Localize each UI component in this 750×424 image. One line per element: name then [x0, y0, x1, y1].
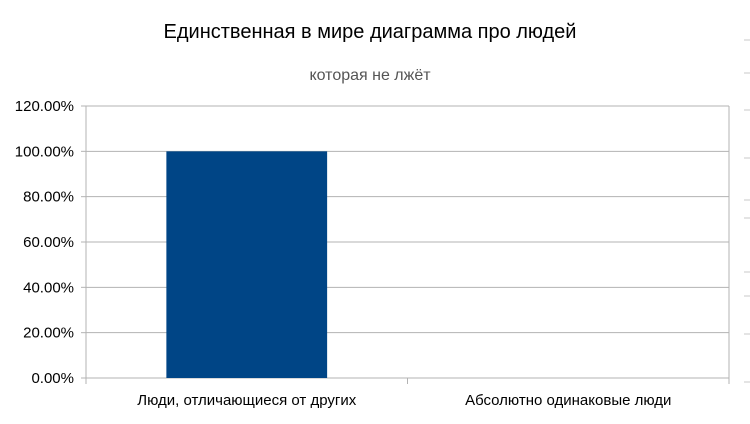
y-tick-label: 60.00%	[23, 234, 74, 251]
y-tick-label: 100.00%	[15, 143, 74, 160]
x-category-label: Абсолютно одинаковые люди	[465, 392, 671, 409]
y-tick-label: 20.00%	[23, 325, 74, 342]
bar	[166, 151, 328, 378]
y-tick-label: 40.00%	[23, 279, 74, 296]
y-tick-label: 120.00%	[15, 98, 74, 115]
y-tick-label: 80.00%	[23, 189, 74, 206]
chart-title: Единственная в мире диаграмма про людей	[164, 21, 577, 43]
plot-area: 0.00% 20.00% 40.00% 60.00% 80.00% 100.00% 120.…	[15, 98, 730, 409]
x-category-label: Люди, отличающиеся от других	[137, 392, 357, 409]
y-tick-label: 0.00%	[31, 370, 74, 387]
chart-subtitle: которая не лжёт	[309, 67, 431, 84]
right-edge-marks	[744, 39, 750, 383]
